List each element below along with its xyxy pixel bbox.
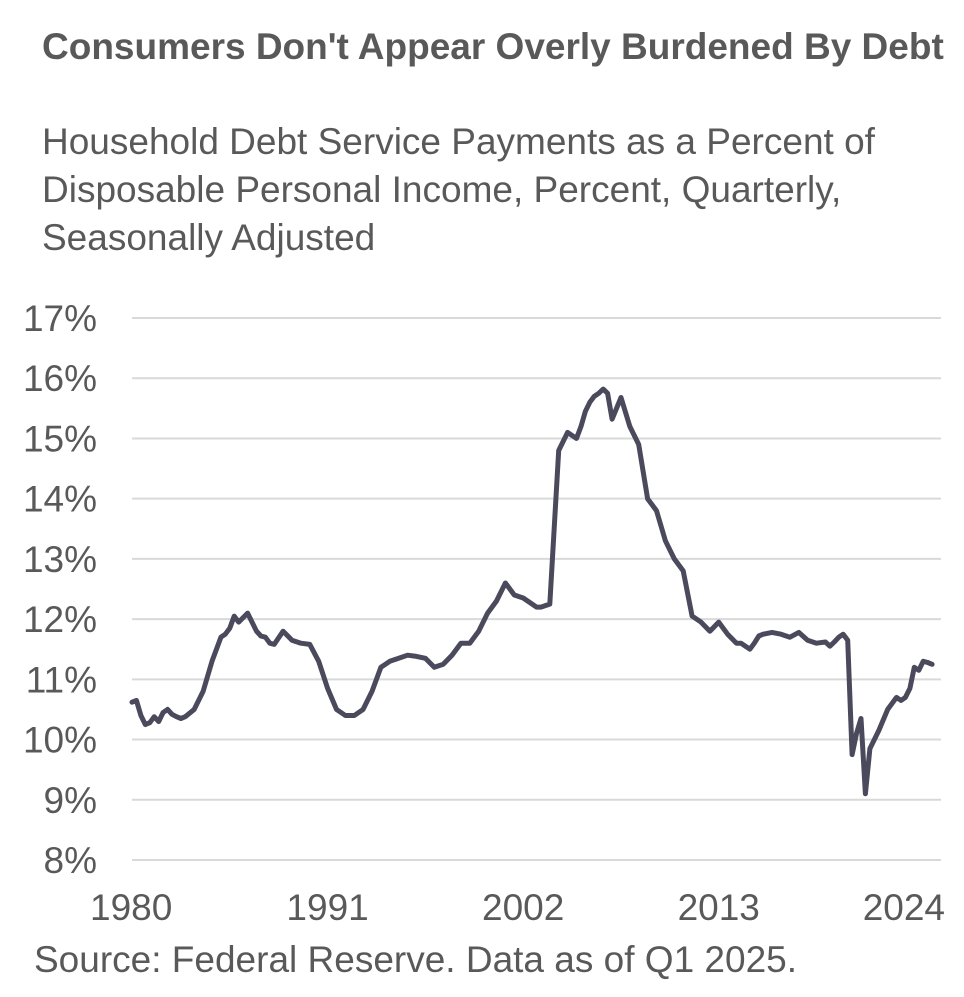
x-tick-label: 1991 — [286, 887, 368, 928]
chart-title: Consumers Don't Appear Overly Burdened B… — [42, 26, 944, 67]
x-tick-label: 1980 — [90, 887, 172, 928]
y-tick-label: 17% — [23, 298, 97, 339]
x-tick-label: 2013 — [678, 887, 760, 928]
y-tick-label: 10% — [23, 720, 97, 761]
y-tick-label: 12% — [23, 599, 97, 640]
source-note: Source: Federal Reserve. Data as of Q1 2… — [34, 939, 798, 980]
y-axis-ticks: 8% 9% 10% 11% 12% 13% 14% 15% 16% 17% — [23, 298, 97, 881]
y-tick-label: 13% — [23, 539, 97, 580]
series-line-0 — [129, 386, 935, 797]
x-axis-ticks: 1980 1991 2002 2013 2024 — [90, 887, 945, 928]
x-tick-label: 2024 — [863, 887, 945, 928]
gridlines — [132, 317, 941, 861]
x-tick-label: 2002 — [482, 887, 564, 928]
y-tick-label: 15% — [23, 418, 97, 459]
chart-subtitle: Household Debt Service Payments as a Per… — [42, 121, 875, 258]
y-tick-label: 14% — [23, 479, 97, 520]
y-tick-label: 8% — [44, 840, 97, 881]
y-tick-label: 16% — [23, 358, 97, 399]
y-tick-label: 9% — [44, 780, 97, 821]
series-layer — [129, 386, 935, 797]
y-tick-label: 11% — [26, 659, 97, 700]
